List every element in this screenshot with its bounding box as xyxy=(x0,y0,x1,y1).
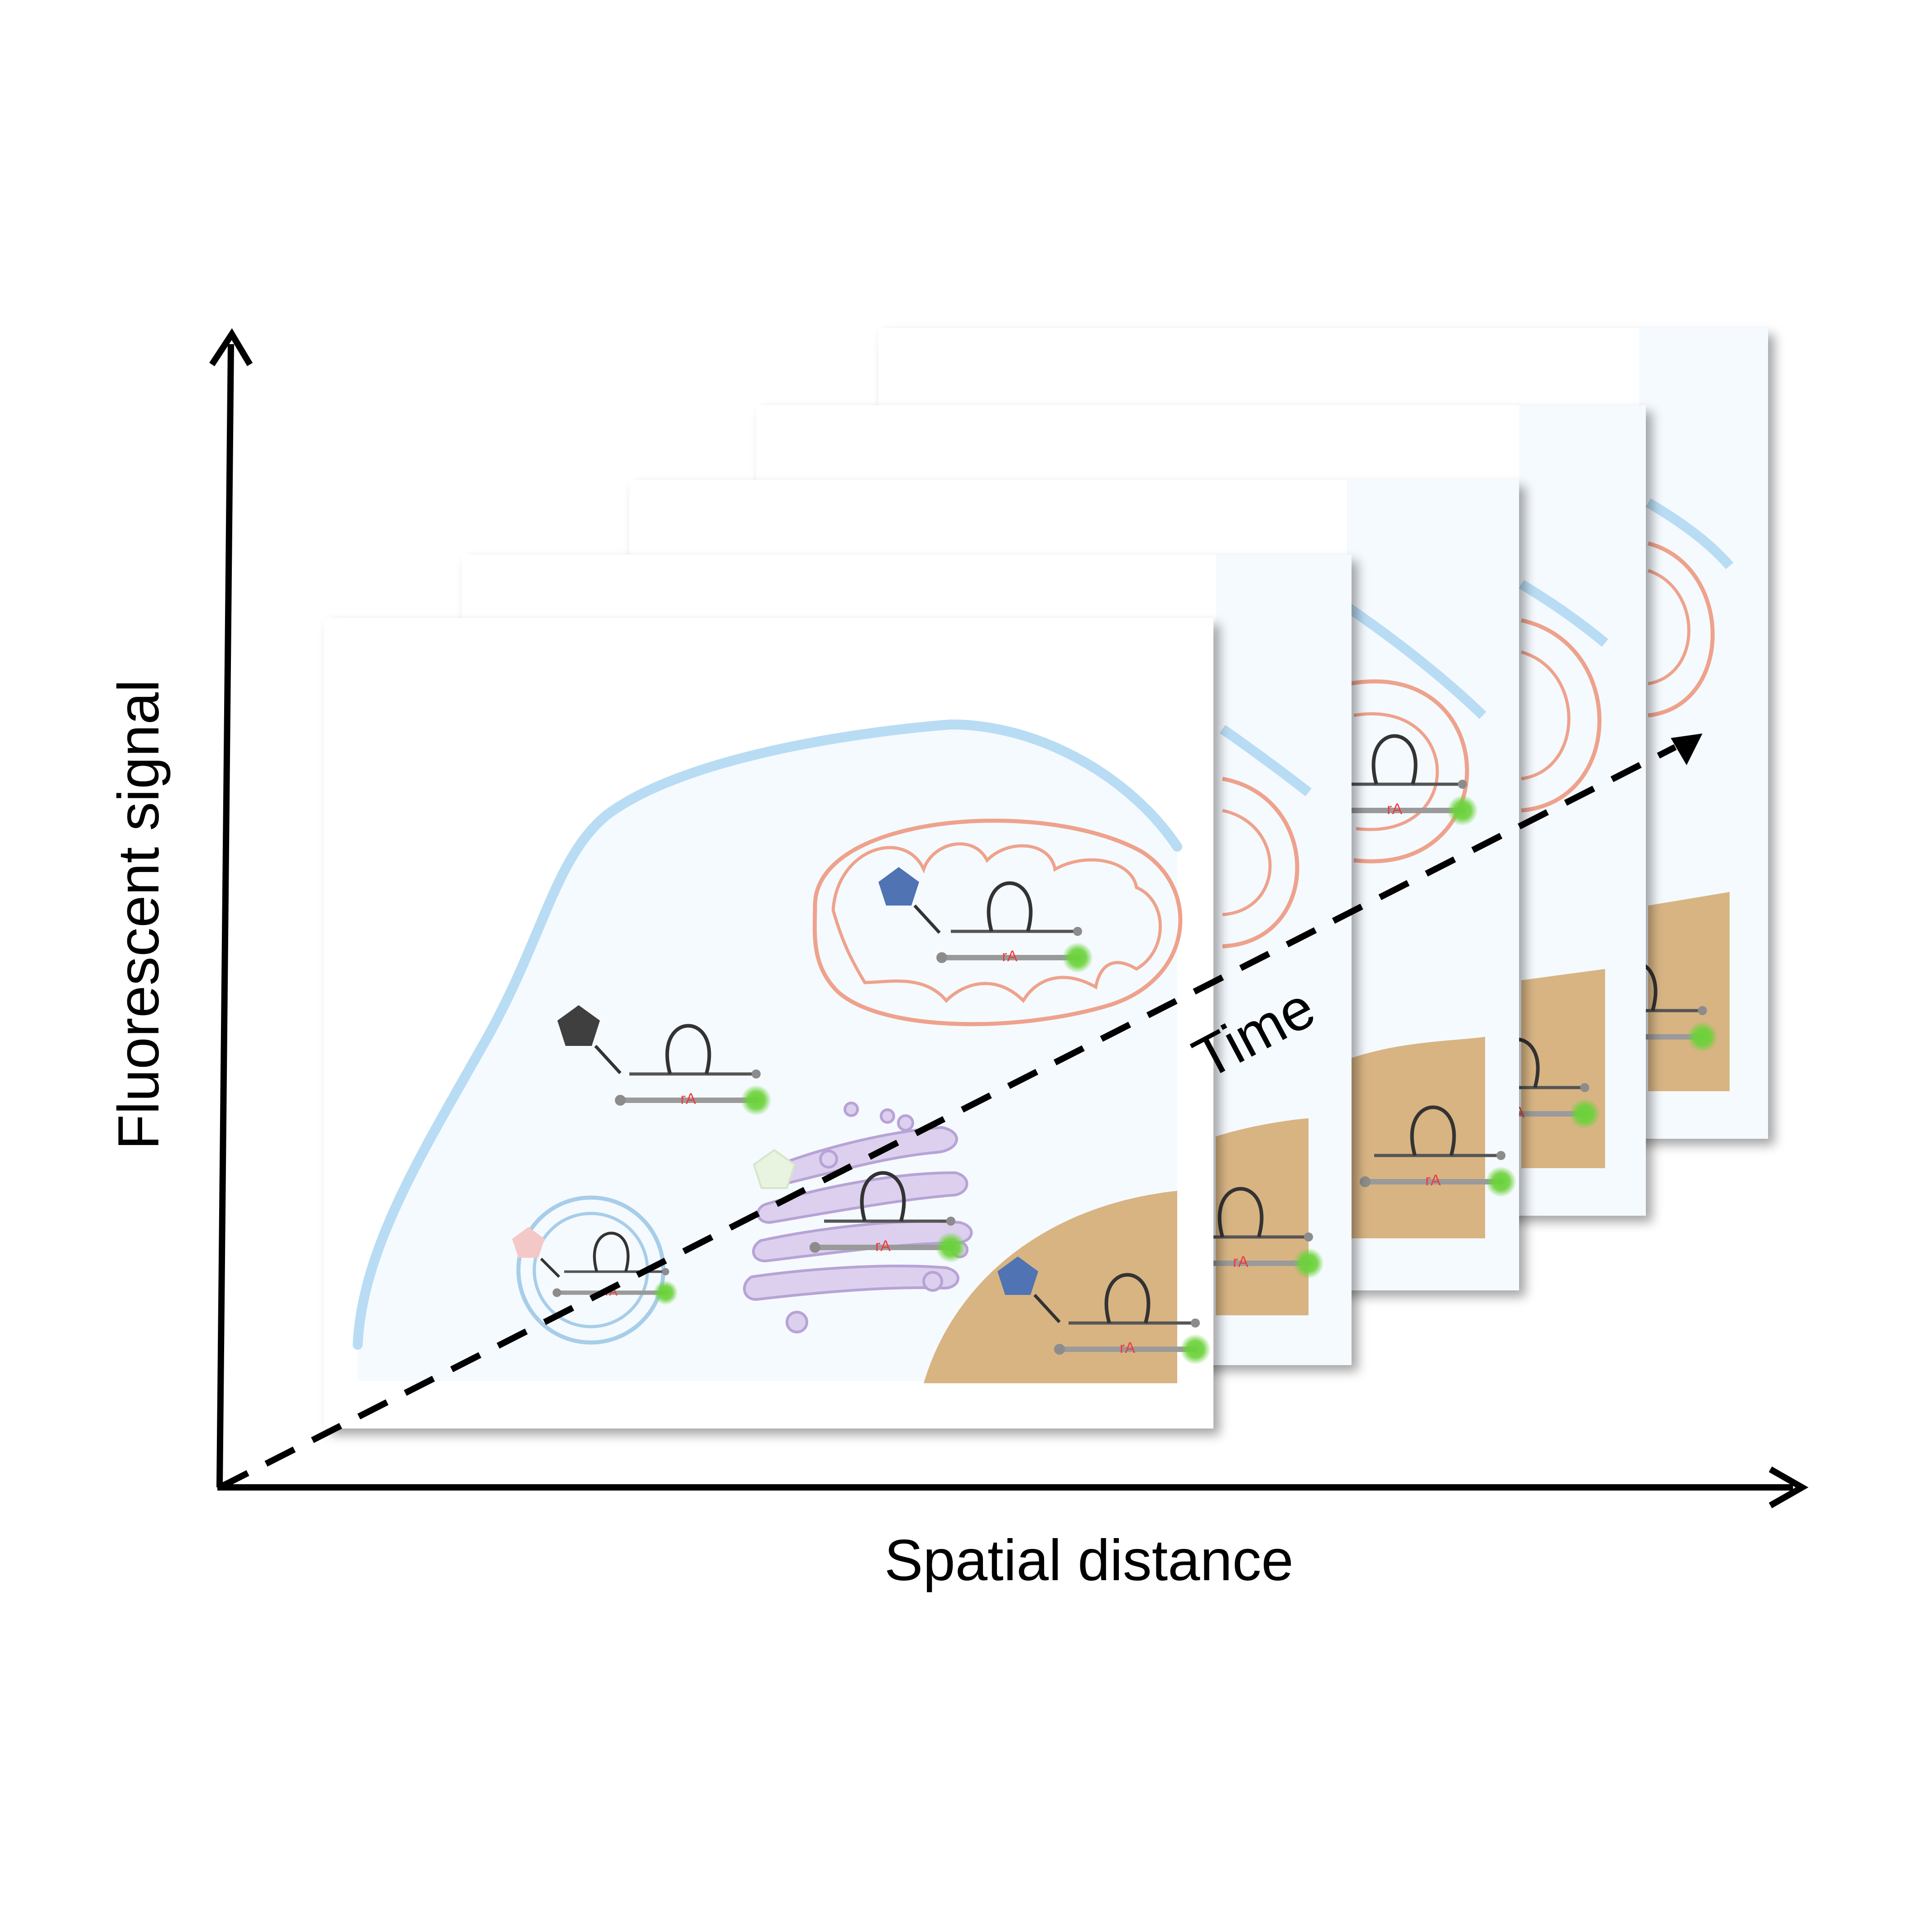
time-axis xyxy=(218,744,1677,1491)
pentagon-target-blue xyxy=(878,867,919,906)
frame-stack xyxy=(324,328,1768,1429)
y-axis xyxy=(216,344,234,1488)
time-axis-arrowhead xyxy=(1671,733,1702,765)
axes: Fluorescent signal Spatial distance Time xyxy=(106,328,1809,1593)
y-axis-arrowhead xyxy=(209,328,253,366)
y-axis-label: Fluorescent signal xyxy=(106,680,171,1150)
cell xyxy=(358,724,1177,1381)
x-axis-arrowhead xyxy=(1769,1466,1809,1509)
pentagon-target-black xyxy=(557,1005,600,1046)
x-axis-label: Spatial distance xyxy=(884,1528,1294,1593)
mitochondrion xyxy=(812,819,1183,1026)
pentagon-target-pink xyxy=(512,1227,545,1258)
pentagon-target-blue-nucleus xyxy=(997,1256,1038,1295)
nucleus xyxy=(924,1191,1177,1383)
pentagon-target-pale-green xyxy=(753,1149,796,1189)
cell-membrane xyxy=(353,719,1182,1350)
frame-1 xyxy=(324,618,1213,1429)
